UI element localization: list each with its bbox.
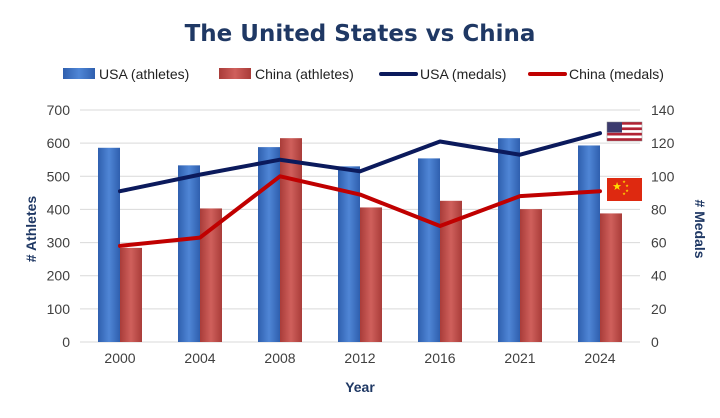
y2-tick-label: 40 [651,268,667,284]
svg-text:★: ★ [625,188,629,193]
y-tick-label: 100 [47,301,71,317]
bar-china-athletes [440,200,462,342]
bar-china-athletes [120,247,142,342]
lines [118,131,602,248]
bar-usa-athletes [418,158,440,342]
line-usa-medals [118,131,602,194]
x-tick-label: 2016 [424,350,455,366]
bar-usa-athletes [178,165,200,342]
bar-usa-athletes [98,147,120,342]
chart-title: The United States vs China [185,21,536,47]
legend-label-usa-athletes: USA (athletes) [99,66,189,82]
china-flag-icon: ★ ★ ★ ★ ★ [607,178,642,201]
bar-china-athletes [360,207,382,342]
us-flag-icon [606,121,643,142]
bar-china-athletes [520,209,542,342]
legend-swatch-china-athletes [219,68,251,79]
y-tick-label: 600 [47,135,71,151]
bar-china-athletes [280,138,302,342]
y-tick-label: 300 [47,235,71,251]
svg-text:★: ★ [625,183,629,188]
x-tick-label: 2008 [264,350,295,366]
x-tick-label: 2004 [184,350,215,366]
bar-usa-athletes [578,145,600,342]
y2-tick-label: 20 [651,301,667,317]
y2-tick-label: 140 [651,102,675,118]
bar-usa-athletes [498,138,520,342]
x-tick-label: 2012 [344,350,375,366]
bar-usa-athletes [258,147,280,342]
legend-swatch-usa-athletes [63,68,95,79]
x-tick-label: 2000 [104,350,135,366]
x-axis-ticks: 2000 2004 2008 2012 2016 2021 2024 [104,350,615,366]
bar-usa-athletes [338,166,360,342]
y2-tick-label: 80 [651,201,667,217]
y2-tick-label: 0 [651,334,659,350]
svg-text:★: ★ [622,191,626,196]
y-axis-title: # Athletes [23,196,39,263]
bar-china-athletes [200,208,222,342]
x-tick-label: 2024 [584,350,615,366]
y-tick-label: 0 [62,334,70,350]
bars [98,138,622,342]
legend-label-china-medals: China (medals) [569,66,664,82]
y2-tick-label: 120 [651,135,675,151]
y-tick-label: 400 [47,201,71,217]
y2-axis-title: # Medals [692,199,708,258]
y2-tick-label: 60 [651,235,667,251]
legend: USA (athletes) China (athletes) USA (med… [63,66,664,82]
x-tick-label: 2021 [504,350,535,366]
left-axis-ticks: 0 100 200 300 400 500 600 700 [47,102,71,350]
line-china-medals [118,174,602,248]
y-tick-label: 700 [47,102,71,118]
right-axis-ticks: 0 20 40 60 80 100 120 140 [651,102,675,350]
x-axis-title: Year [345,379,375,395]
y2-tick-label: 100 [651,168,675,184]
y-tick-label: 200 [47,268,71,284]
y-tick-label: 500 [47,168,71,184]
legend-label-china-athletes: China (athletes) [255,66,354,82]
svg-text:★: ★ [612,181,622,193]
legend-label-usa-medals: USA (medals) [420,66,506,82]
svg-text:★: ★ [622,179,626,184]
bar-china-athletes [600,213,622,342]
